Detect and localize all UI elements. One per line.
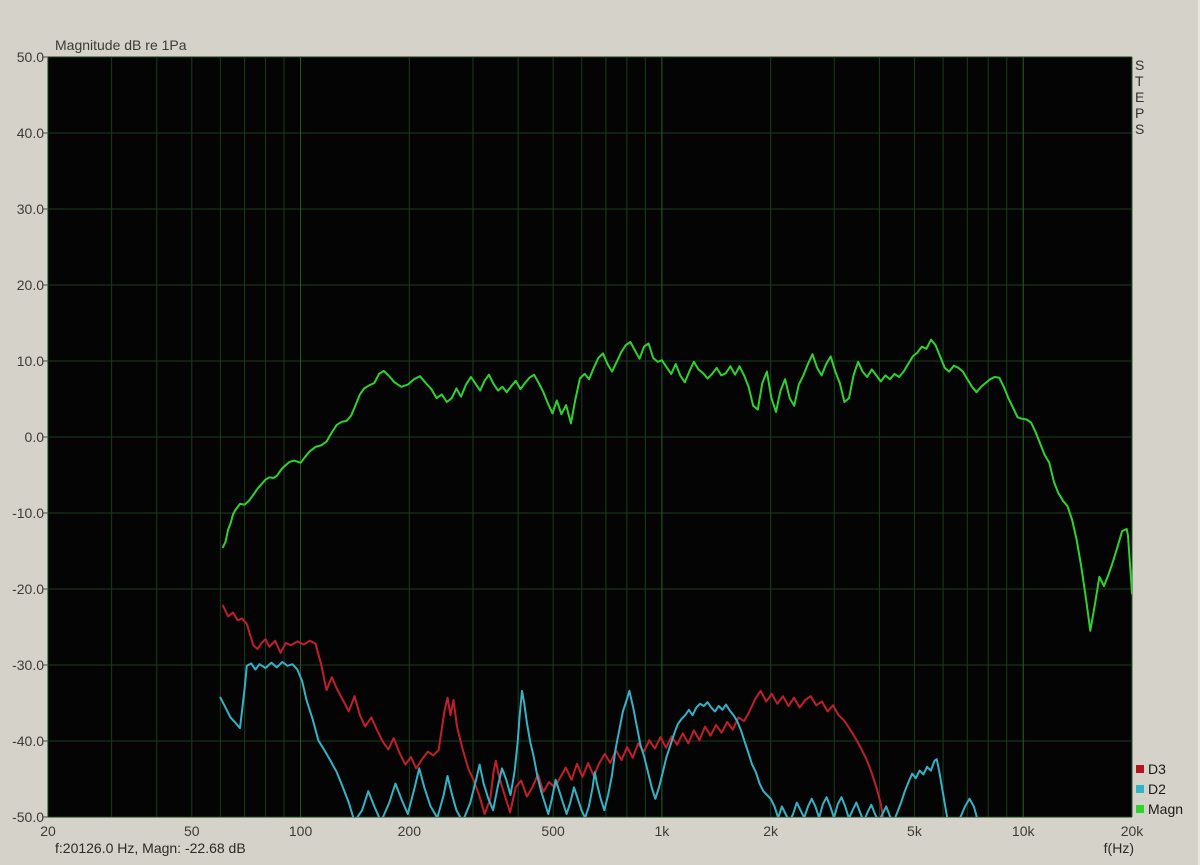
legend: D3 D2 Magn: [1136, 759, 1183, 819]
steps-letter: T: [1135, 73, 1144, 89]
x-tick-label: 100: [288, 823, 313, 839]
y-tick-label: -30.0: [12, 657, 44, 673]
legend-label: D2: [1148, 781, 1166, 797]
x-tick-label: 5k: [907, 823, 922, 839]
x-tick-label: 50: [183, 823, 200, 839]
legend-label: D3: [1148, 761, 1166, 777]
y-tick-label: 50.0: [16, 49, 44, 65]
legend-item-magn: Magn: [1136, 799, 1183, 819]
x-tick-label: 20: [40, 823, 56, 839]
y-tick-label: 0.0: [24, 429, 44, 445]
y-tick-label: -20.0: [12, 581, 44, 597]
y-tick-label: -50.0: [12, 809, 44, 825]
d2-color-swatch: [1136, 785, 1144, 793]
legend-label: Magn: [1148, 801, 1184, 817]
legend-item-d2: D2: [1136, 779, 1183, 799]
window-edge-highlight: [1198, 0, 1200, 865]
x-tick-label: 1k: [654, 823, 670, 839]
chart-title: Magnitude dB re 1Pa: [55, 37, 187, 53]
x-tick-label: 20k: [1120, 823, 1144, 839]
y-tick-label: 20.0: [16, 277, 44, 293]
x-tick-label: 500: [541, 823, 565, 839]
y-tick-label: 10.0: [16, 353, 44, 369]
x-axis-unit-label: f(Hz): [1103, 840, 1134, 856]
x-tick-label: 200: [397, 823, 422, 839]
steps-letter: S: [1135, 121, 1145, 137]
steps-letter: S: [1135, 57, 1145, 73]
y-tick-label: 30.0: [16, 201, 44, 217]
legend-item-d3: D3: [1136, 759, 1183, 779]
y-tick-label: -10.0: [12, 505, 44, 521]
x-tick-label: 10k: [1011, 823, 1035, 839]
y-tick-label: 40.0: [16, 125, 44, 141]
steps-letter: P: [1135, 105, 1145, 121]
cursor-readout: f:20126.0 Hz, Magn: -22.68 dB: [55, 840, 246, 856]
y-tick-label: -40.0: [12, 733, 44, 749]
magn-color-swatch: [1136, 805, 1144, 813]
x-tick-label: 2k: [763, 823, 779, 839]
steps-letter: E: [1135, 89, 1145, 105]
d3-color-swatch: [1136, 765, 1144, 773]
